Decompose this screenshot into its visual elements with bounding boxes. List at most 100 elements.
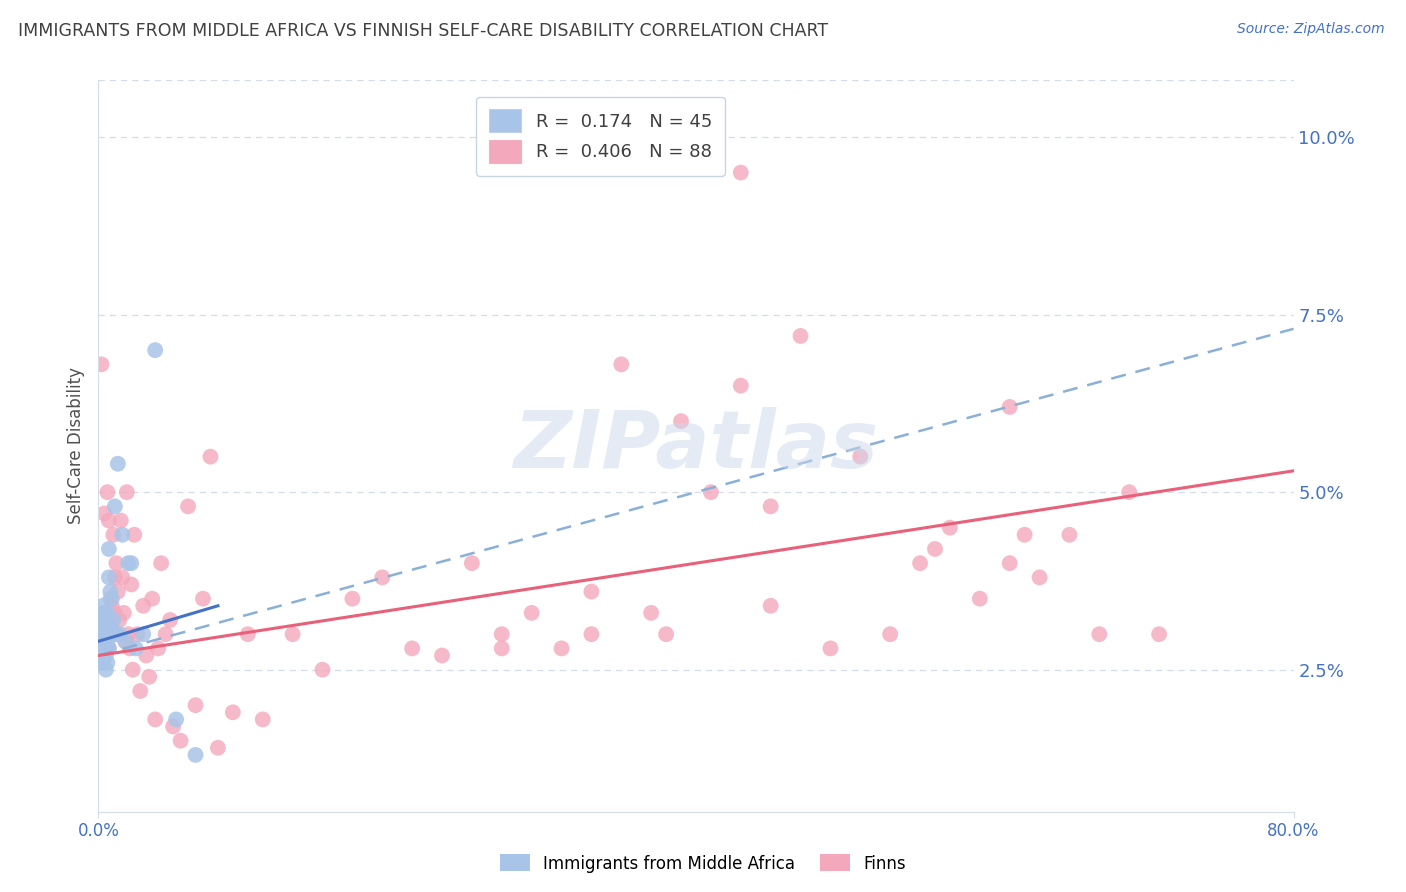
Point [127, 627, 149, 641]
Point [939, 521, 962, 535]
Point [105, 627, 128, 641]
Point [94, 663, 117, 677]
Point [101, 627, 124, 641]
Point [430, 648, 453, 663]
Point [90, 357, 112, 371]
Point [93, 620, 115, 634]
Point [97, 541, 120, 556]
Point [200, 450, 222, 464]
Point [94, 648, 117, 663]
Point [91, 641, 114, 656]
Point [669, 414, 692, 428]
Point [96, 613, 118, 627]
Point [94, 634, 117, 648]
Point [491, 641, 513, 656]
Point [107, 457, 129, 471]
Text: Source: ZipAtlas.com: Source: ZipAtlas.com [1237, 22, 1385, 37]
Point [93, 641, 115, 656]
Point [91, 620, 114, 634]
Point [104, 570, 127, 584]
Legend: R =  0.174   N = 45, R =  0.406   N = 88: R = 0.174 N = 45, R = 0.406 N = 88 [477, 96, 724, 176]
Point [132, 599, 155, 613]
Point [759, 500, 782, 514]
Point [129, 684, 152, 698]
Point [610, 357, 633, 371]
Point [1059, 528, 1081, 542]
Point [252, 713, 274, 727]
Point [114, 634, 136, 648]
Point [98, 584, 122, 599]
Point [148, 641, 170, 656]
Point [104, 606, 127, 620]
Point [150, 556, 173, 570]
Point [655, 627, 678, 641]
Point [789, 329, 811, 343]
Point [121, 663, 143, 677]
Point [1147, 627, 1170, 641]
Point [118, 641, 141, 656]
Y-axis label: Self-Care Disability: Self-Care Disability [66, 368, 84, 524]
Point [1014, 528, 1036, 542]
Point [236, 627, 259, 641]
Point [97, 641, 120, 656]
Point [281, 627, 304, 641]
Point [640, 606, 662, 620]
Point [90, 613, 112, 627]
Point [89, 627, 111, 641]
Point [90, 648, 112, 663]
Point [124, 528, 146, 542]
Point [169, 733, 191, 747]
Point [120, 556, 142, 570]
Point [115, 485, 138, 500]
Point [125, 641, 148, 656]
Point [96, 606, 118, 620]
Point [120, 577, 142, 591]
Point [108, 627, 131, 641]
Point [550, 641, 572, 656]
Point [96, 620, 118, 634]
Point [97, 570, 120, 584]
Text: ZIPatlas: ZIPatlas [513, 407, 879, 485]
Point [1028, 570, 1050, 584]
Point [93, 507, 115, 521]
Point [461, 556, 484, 570]
Point [143, 713, 166, 727]
Point [114, 634, 136, 648]
Point [91, 641, 114, 656]
Point [96, 634, 118, 648]
Point [101, 599, 124, 613]
Point [908, 556, 931, 570]
Point [93, 606, 115, 620]
Point [110, 514, 132, 528]
Point [730, 378, 752, 392]
Point [96, 485, 118, 500]
Point [401, 641, 423, 656]
Point [101, 627, 124, 641]
Point [103, 528, 125, 542]
Point [101, 591, 124, 606]
Point [342, 591, 364, 606]
Point [491, 627, 513, 641]
Point [132, 627, 155, 641]
Point [849, 450, 872, 464]
Point [93, 648, 115, 663]
Point [159, 613, 181, 627]
Point [998, 556, 1021, 570]
Point [1088, 627, 1111, 641]
Point [89, 627, 111, 641]
Point [184, 747, 207, 762]
Point [97, 514, 120, 528]
Point [759, 599, 782, 613]
Point [117, 556, 139, 570]
Legend: Immigrants from Middle Africa, Finns: Immigrants from Middle Africa, Finns [494, 847, 912, 880]
Point [207, 740, 229, 755]
Point [730, 165, 752, 179]
Point [91, 599, 114, 613]
Point [141, 591, 163, 606]
Point [520, 606, 543, 620]
Point [581, 627, 603, 641]
Text: IMMIGRANTS FROM MIDDLE AFRICA VS FINNISH SELF-CARE DISABILITY CORRELATION CHART: IMMIGRANTS FROM MIDDLE AFRICA VS FINNISH… [18, 22, 828, 40]
Point [135, 648, 157, 663]
Point [879, 627, 901, 641]
Point [111, 528, 134, 542]
